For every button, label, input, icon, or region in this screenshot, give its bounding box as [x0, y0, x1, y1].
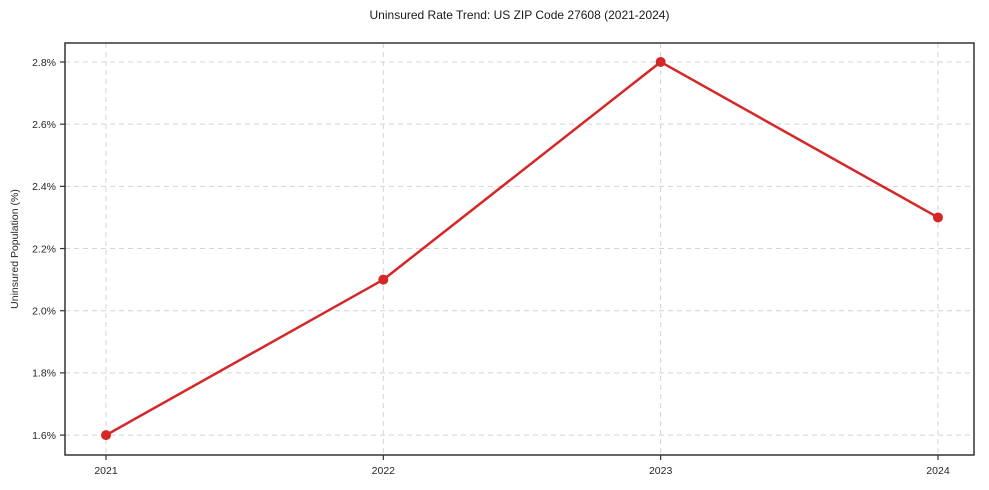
y-tick-label: 1.8%	[32, 368, 56, 380]
data-point-marker	[655, 56, 666, 67]
y-tick-label: 2.4%	[32, 181, 56, 193]
y-tick-label: 2.0%	[32, 306, 56, 318]
series-line	[104, 60, 940, 437]
x-tick-label: 2024	[926, 465, 950, 477]
x-tick-label: 2021	[94, 465, 118, 477]
y-tick-label: 2.8%	[32, 57, 56, 69]
y-tick-label: 2.2%	[32, 243, 56, 255]
data-point-marker	[378, 274, 389, 285]
x-tick-label: 2023	[649, 465, 673, 477]
y-tick-label: 2.6%	[32, 119, 56, 131]
data-point-marker	[101, 430, 111, 441]
chart-title: Uninsured Rate Trend: US ZIP Code 27608 …	[369, 8, 670, 22]
x-tick-label: 2022	[372, 465, 396, 477]
data-point-marker	[932, 212, 943, 223]
y-tick-label: 1.6%	[32, 430, 56, 442]
